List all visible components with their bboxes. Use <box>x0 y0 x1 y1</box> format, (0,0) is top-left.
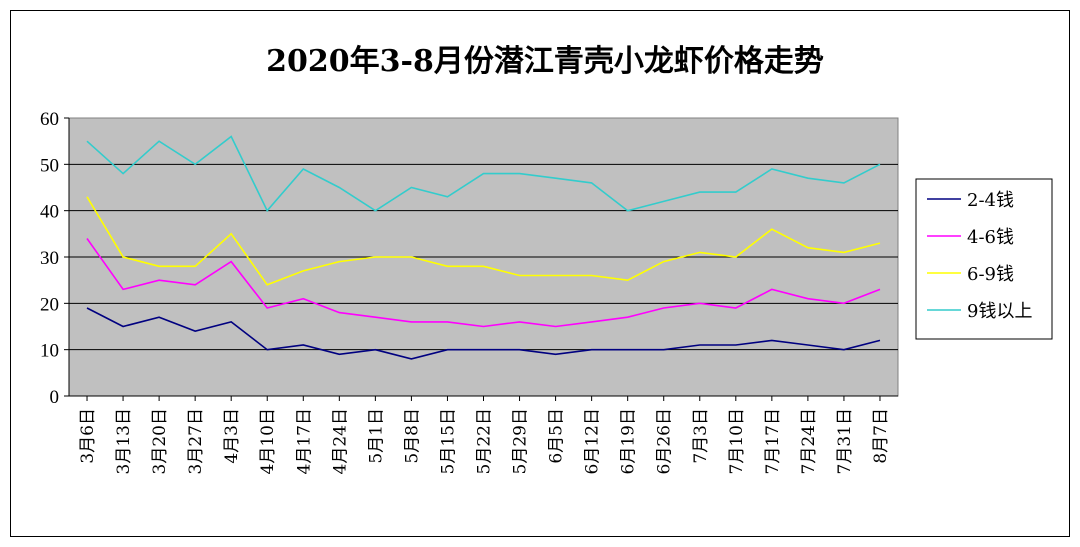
x-tick-label: 5月29日 <box>511 408 531 474</box>
x-tick-label: 3月13日 <box>114 408 134 474</box>
x-tick-label: 7月3日 <box>691 408 711 464</box>
x-tick-label: 4月10日 <box>258 408 278 474</box>
y-tick-label: 10 <box>40 341 59 362</box>
series-line-2 <box>86 238 881 328</box>
x-tick-label: 7月17日 <box>763 408 783 474</box>
y-tick-label: 20 <box>40 294 59 315</box>
grid-lines <box>69 163 898 351</box>
legend-label-4: 9钱以上 <box>967 301 1032 322</box>
legend-label-2: 4-6钱 <box>967 227 1014 248</box>
x-tick-label: 8月7日 <box>871 408 891 464</box>
legend-label-1: 2-4钱 <box>967 190 1014 211</box>
x-tick-label: 4月3日 <box>222 408 242 464</box>
y-tick-label: 30 <box>40 248 59 269</box>
y-tick-label: 60 <box>40 109 59 130</box>
x-tick-label: 7月10日 <box>727 408 747 474</box>
y-tick-label: 40 <box>40 202 59 223</box>
x-tick-label: 4月17日 <box>294 408 314 474</box>
x-tick-label: 6月26日 <box>655 408 675 474</box>
x-tick-label: 7月31日 <box>835 408 855 474</box>
series-line-1 <box>86 307 881 360</box>
legend-box <box>915 178 1053 340</box>
x-tick-label: 3月27日 <box>186 408 206 474</box>
x-tick-label: 6月19日 <box>619 408 639 474</box>
x-tick-label: 5月15日 <box>438 408 458 474</box>
legend-label-3: 6-9钱 <box>967 264 1014 285</box>
chart-frame: 2020年3-8月份潜江青壳小龙虾价格走势 0 10 20 30 40 50 60 3月6日… <box>10 10 1070 537</box>
x-tick-label: 3月6日 <box>78 408 98 464</box>
y-tick-label: 0 <box>50 387 60 408</box>
x-tick-label: 5月22日 <box>475 408 495 474</box>
chart-title: 2020年3-8月份潜江青壳小龙虾价格走势 <box>266 44 824 79</box>
series-lines <box>86 135 881 360</box>
series-line-3 <box>86 196 881 286</box>
x-axis-ticks: 3月6日 3月13日 3月20日 3月27日 4月3日 4月10日 4月17日 4月24日 5月… <box>78 396 891 474</box>
y-tick-label: 50 <box>40 155 59 176</box>
price-trend-chart: 2020年3-8月份潜江青壳小龙虾价格走势 0 10 20 30 40 50 60 3月6日… <box>40 44 1053 474</box>
x-tick-label: 3月20日 <box>150 408 170 474</box>
x-tick-label: 6月5日 <box>547 408 567 464</box>
x-tick-label: 5月8日 <box>402 408 422 464</box>
x-tick-label: 5月1日 <box>366 408 386 464</box>
x-tick-label: 7月24日 <box>799 408 819 474</box>
x-tick-label: 6月12日 <box>583 408 603 474</box>
y-axis-ticks: 0 10 20 30 40 50 60 <box>40 109 898 408</box>
series-line-4 <box>86 135 881 213</box>
legend: 2-4钱 4-6钱 6-9钱 9钱以上 <box>915 178 1053 340</box>
x-tick-label: 4月24日 <box>330 408 350 474</box>
